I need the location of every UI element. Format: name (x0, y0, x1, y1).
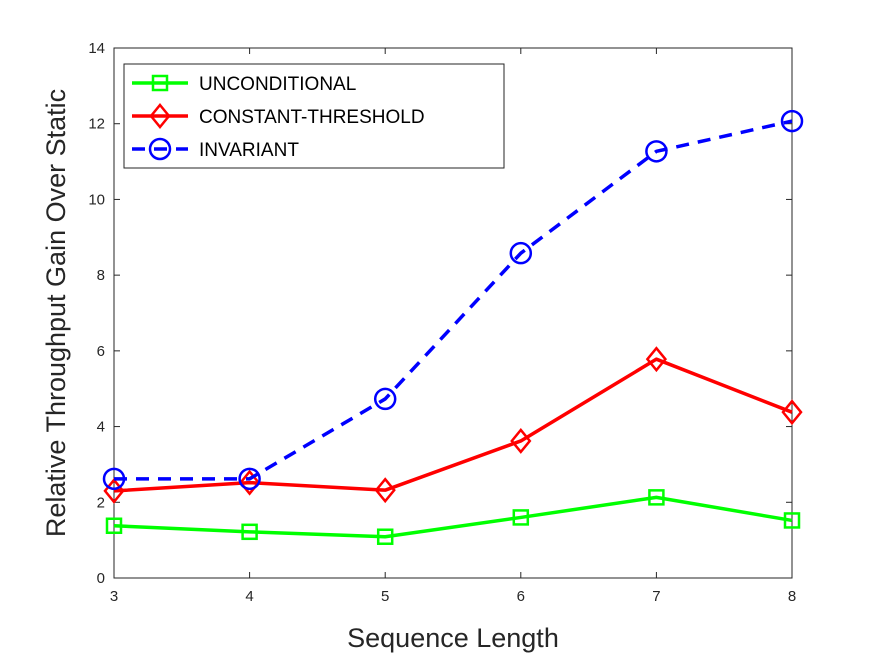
legend: UNCONDITIONAL CONSTANT-THRESHOLD INVARIANT (123, 63, 505, 169)
legend-entry: CONSTANT-THRESHOLD (132, 103, 425, 129)
x-tick-label: 6 (517, 588, 525, 605)
data-point (376, 528, 394, 545)
x-tick-label: 8 (788, 588, 796, 605)
legend-marker (148, 137, 172, 161)
y-tick-label: 10 (88, 191, 105, 208)
y-tick-label: 12 (88, 116, 105, 133)
data-point (783, 512, 801, 529)
data-point (512, 509, 530, 526)
legend-entry: INVARIANT (132, 137, 299, 161)
legend-entry: UNCONDITIONAL (132, 74, 356, 95)
legend-marker (151, 74, 169, 92)
y-axis-label: Relative Throughput Gain Over Static (41, 89, 71, 537)
data-point (780, 109, 804, 133)
data-point (238, 469, 261, 496)
series-invariant (102, 109, 804, 491)
series-line (113, 495, 793, 539)
data-point (648, 489, 665, 506)
y-tick-label: 14 (88, 40, 105, 57)
series-unconditional (105, 489, 801, 545)
data-point (373, 387, 397, 411)
legend-marker (149, 103, 171, 129)
x-tick-label: 5 (381, 588, 389, 605)
data-point (374, 477, 396, 504)
x-tick-label: 3 (110, 588, 118, 605)
data-point (781, 399, 803, 426)
data-point (238, 467, 261, 491)
data-point (102, 467, 126, 491)
x-tick-label: 7 (652, 588, 660, 605)
series-constant-threshold (103, 346, 803, 504)
data-point (241, 523, 258, 541)
y-tick-label: 0 (97, 570, 105, 587)
data-point (105, 517, 123, 535)
y-tick-label: 6 (97, 343, 105, 360)
y-tick-label: 8 (97, 267, 105, 284)
x-axis: 3 4 5 6 7 8 (110, 48, 796, 605)
data-point (645, 140, 668, 163)
data-point (509, 241, 533, 265)
y-tick-label: 2 (97, 494, 105, 511)
series-layer (102, 109, 804, 545)
legend-label: CONSTANT-THRESHOLD (199, 107, 425, 128)
data-point (645, 346, 668, 373)
x-axis-label: Sequence Length (347, 623, 559, 653)
legend-label: UNCONDITIONAL (199, 74, 356, 95)
x-tick-label: 4 (245, 588, 253, 605)
legend-label: INVARIANT (199, 140, 299, 161)
series-line (114, 119, 793, 481)
y-tick-label: 4 (97, 419, 105, 436)
y-axis: 0 2 4 6 8 10 12 14 (88, 40, 792, 587)
data-point (510, 427, 532, 454)
series-line (113, 357, 793, 493)
